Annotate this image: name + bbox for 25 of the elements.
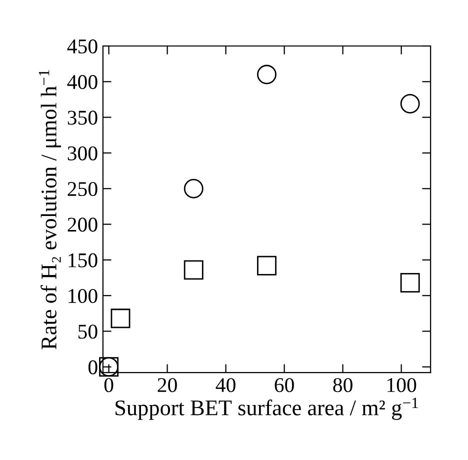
y-tick-label: 200 xyxy=(68,218,98,232)
y-axis-title: Rate of H₂ evolution / μmol h$^{−1}$ xyxy=(38,70,62,350)
x-tick-label: 0 xyxy=(104,378,114,392)
x-tick-label: 60 xyxy=(274,378,294,392)
x-tick-label: 40 xyxy=(216,378,236,392)
point xyxy=(184,178,204,198)
x-tick-label: 20 xyxy=(158,378,177,392)
x-axis-title: Support BET surface area / m² g$^{−1}$ xyxy=(116,398,418,420)
y-tick-label: 300 xyxy=(68,146,98,160)
y-tick-label: 150 xyxy=(68,253,98,268)
point xyxy=(257,256,276,276)
y-tick-label: 50 xyxy=(78,324,98,339)
point xyxy=(257,64,276,84)
point xyxy=(184,260,204,280)
y-tick-label: 250 xyxy=(68,182,98,196)
y-tick-label: 400 xyxy=(67,75,98,90)
y-tick-label: 350 xyxy=(68,110,98,125)
y-tick-label: 0 xyxy=(88,360,98,374)
point xyxy=(400,273,420,292)
point xyxy=(110,308,130,328)
x-tick-label: 100 xyxy=(388,378,416,392)
point xyxy=(400,94,420,114)
y-tick-label: 100 xyxy=(68,288,98,304)
x-tick-label: 80 xyxy=(333,378,352,392)
y-tick-label: 450 xyxy=(67,39,98,54)
